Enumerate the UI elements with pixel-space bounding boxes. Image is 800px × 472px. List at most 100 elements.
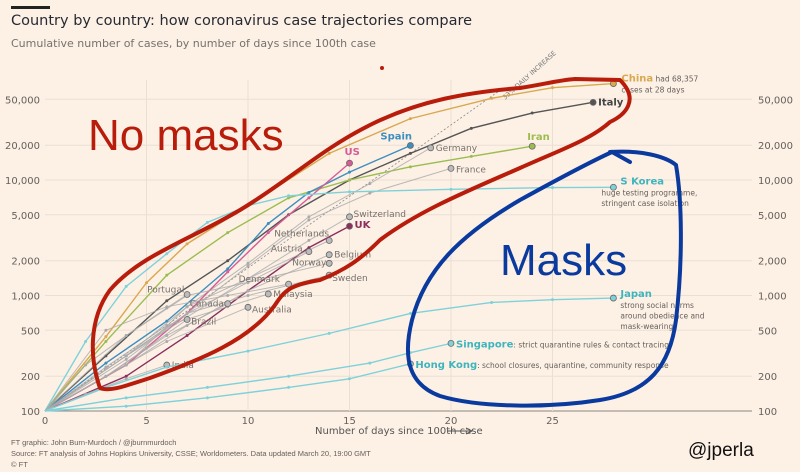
data-point bbox=[226, 270, 230, 274]
data-point bbox=[185, 305, 189, 309]
series-label-name: Brazil bbox=[191, 317, 216, 327]
data-point bbox=[165, 323, 169, 327]
footer-copyright: © FT bbox=[11, 460, 28, 469]
series-annotation: had 68,357 bbox=[653, 75, 698, 84]
series-label-name: Austria bbox=[271, 245, 303, 255]
data-point bbox=[246, 280, 250, 284]
series-line-hong-kong bbox=[44, 363, 411, 412]
data-point bbox=[307, 215, 311, 219]
series-annotation: stringent case isolation bbox=[601, 199, 689, 208]
series-label: Netherlands bbox=[274, 229, 329, 239]
series-label: Brazil bbox=[191, 317, 216, 327]
series-label: US bbox=[345, 147, 360, 158]
series-label: Spain bbox=[380, 131, 412, 142]
y-tick-label-left: 1,000 bbox=[11, 292, 40, 303]
data-point bbox=[287, 374, 291, 378]
data-point bbox=[165, 306, 169, 310]
series-label-name: Hong Kong bbox=[415, 360, 477, 371]
data-point bbox=[266, 231, 270, 235]
series-label: Japan bbox=[619, 289, 652, 300]
y-tick-label-left: 10,000 bbox=[5, 176, 40, 187]
data-point bbox=[246, 264, 250, 268]
series-end-marker bbox=[325, 237, 333, 244]
data-point bbox=[348, 178, 351, 182]
data-point bbox=[185, 242, 189, 246]
chart-subtitle: Cumulative number of cases, by number of… bbox=[11, 37, 376, 50]
series-annotation: huge testing programme, bbox=[601, 188, 697, 197]
data-point bbox=[124, 357, 128, 361]
red-dot-mark bbox=[380, 66, 384, 70]
data-point bbox=[287, 385, 291, 389]
series-label: Austria bbox=[271, 245, 303, 255]
data-point bbox=[307, 238, 311, 242]
no-masks-outline bbox=[90, 77, 632, 392]
series-label-name: Netherlands bbox=[274, 229, 329, 239]
data-point bbox=[408, 117, 412, 121]
data-point bbox=[104, 374, 108, 378]
series-end-marker bbox=[325, 251, 333, 259]
y-tick-label-right: 50,000 bbox=[758, 95, 793, 106]
series-end-marker bbox=[285, 280, 293, 288]
y-tick-label-left: 500 bbox=[21, 326, 40, 337]
x-tick-label: 10 bbox=[242, 416, 255, 427]
series-line-iran bbox=[44, 145, 533, 412]
data-point bbox=[84, 363, 88, 367]
data-point bbox=[449, 187, 453, 191]
series-label-name: Iran bbox=[527, 132, 550, 143]
data-point bbox=[551, 86, 554, 90]
y-tick-label-left: 2,000 bbox=[11, 257, 40, 268]
series-label: China had 68,357 bbox=[621, 74, 698, 85]
series-label-name: Malaysia bbox=[273, 290, 312, 300]
series-annotation: around obedience and bbox=[620, 312, 704, 321]
data-point bbox=[205, 385, 209, 389]
series-label-name: Denmark bbox=[239, 275, 281, 285]
data-point bbox=[348, 190, 351, 194]
data-point bbox=[246, 294, 250, 297]
y-tick-label-right: 100 bbox=[758, 407, 777, 418]
data-point bbox=[246, 277, 250, 281]
x-tick-label: 15 bbox=[343, 416, 356, 427]
data-point bbox=[165, 339, 169, 343]
series-label: Canada bbox=[190, 300, 224, 310]
data-point bbox=[84, 339, 88, 343]
x-tick-label: 0 bbox=[42, 416, 48, 427]
series-label-name: UK bbox=[355, 220, 372, 231]
series-label: Portugal bbox=[147, 286, 184, 296]
data-point bbox=[368, 361, 372, 365]
data-point bbox=[246, 349, 250, 353]
series-label: Hong Kong: school closures, quarantine, … bbox=[415, 360, 669, 371]
footer-source: Source: FT analysis of Johns Hopkins Uni… bbox=[11, 449, 371, 458]
data-point bbox=[145, 346, 148, 350]
series-label: Germany bbox=[436, 144, 478, 154]
series-line-spain bbox=[44, 144, 411, 412]
data-point bbox=[408, 165, 412, 169]
data-point bbox=[408, 151, 412, 155]
series-end-marker bbox=[183, 316, 191, 323]
data-point bbox=[104, 335, 108, 339]
data-point bbox=[205, 396, 209, 400]
data-point bbox=[205, 220, 209, 224]
data-point bbox=[104, 328, 108, 332]
y-tick-label-right: 20,000 bbox=[758, 141, 793, 152]
y-tick-label-right: 200 bbox=[758, 372, 777, 383]
data-point bbox=[307, 196, 311, 200]
data-point bbox=[165, 273, 169, 277]
no-masks-label: No masks bbox=[88, 111, 284, 160]
data-point bbox=[226, 294, 230, 297]
data-point bbox=[307, 190, 311, 194]
data-point bbox=[124, 284, 128, 288]
y-tick-label-left: 50,000 bbox=[5, 95, 40, 106]
x-axis-label: Number of days since 100th case bbox=[315, 426, 483, 437]
series-end-marker bbox=[183, 291, 191, 298]
data-point bbox=[490, 300, 494, 304]
data-point bbox=[287, 196, 291, 200]
data-point bbox=[165, 299, 169, 303]
series-label-name: China bbox=[621, 74, 653, 85]
series-label-name: S Korea bbox=[620, 176, 664, 187]
data-point bbox=[348, 170, 351, 174]
series-label: Sweden bbox=[332, 274, 368, 284]
masks-outline bbox=[405, 149, 683, 408]
chart-title: Country by country: how coronavirus case… bbox=[11, 13, 473, 29]
y-tick-label-right: 500 bbox=[758, 326, 777, 337]
